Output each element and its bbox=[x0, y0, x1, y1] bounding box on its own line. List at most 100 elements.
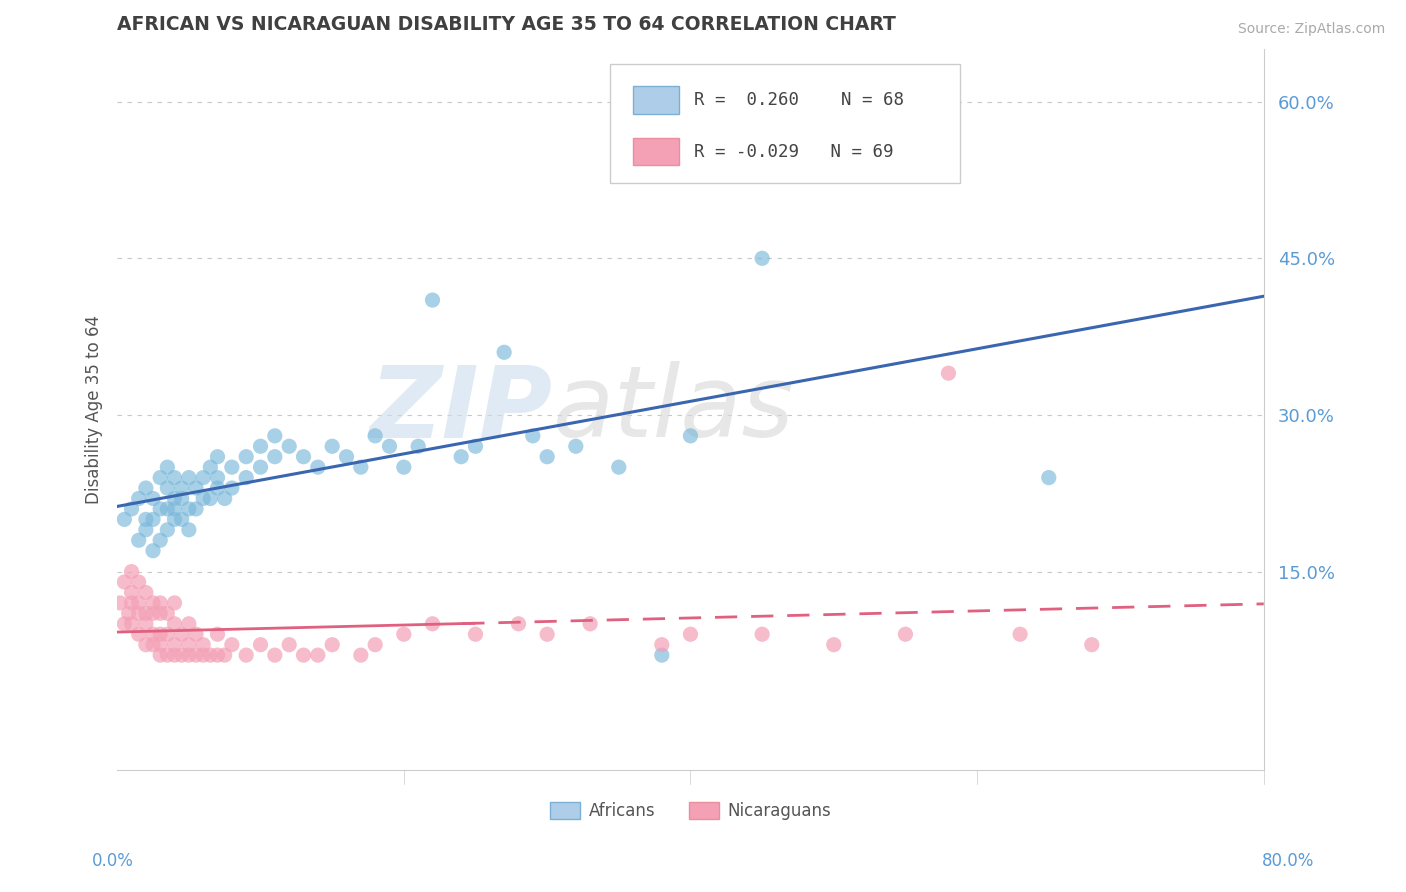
Point bbox=[121, 585, 143, 599]
Point bbox=[406, 439, 429, 453]
Point bbox=[494, 345, 516, 359]
Point bbox=[378, 439, 401, 453]
Point bbox=[142, 491, 165, 506]
Point bbox=[156, 502, 179, 516]
Point bbox=[464, 627, 486, 641]
Point bbox=[522, 429, 544, 443]
Point bbox=[170, 512, 193, 526]
Point bbox=[177, 502, 200, 516]
Point bbox=[177, 523, 200, 537]
Point bbox=[651, 648, 673, 662]
Point bbox=[149, 648, 172, 662]
Point bbox=[163, 502, 186, 516]
Point bbox=[128, 627, 150, 641]
Point bbox=[200, 460, 222, 475]
Text: atlas: atlas bbox=[553, 361, 794, 458]
Point bbox=[121, 502, 143, 516]
Point bbox=[128, 491, 150, 506]
Point bbox=[170, 491, 193, 506]
Point bbox=[128, 574, 150, 589]
Point bbox=[142, 512, 165, 526]
Point bbox=[221, 481, 243, 495]
Point bbox=[894, 627, 917, 641]
Point bbox=[1081, 638, 1104, 652]
Point bbox=[170, 648, 193, 662]
FancyBboxPatch shape bbox=[633, 138, 679, 165]
Point bbox=[679, 627, 702, 641]
Point bbox=[364, 638, 387, 652]
Point bbox=[938, 168, 960, 182]
Text: Source: ZipAtlas.com: Source: ZipAtlas.com bbox=[1237, 22, 1385, 37]
Point bbox=[1038, 470, 1060, 484]
Text: 80.0%: 80.0% bbox=[1263, 852, 1315, 870]
Point bbox=[307, 648, 329, 662]
Point bbox=[163, 638, 186, 652]
Point bbox=[142, 596, 165, 610]
Point bbox=[184, 648, 207, 662]
Point bbox=[221, 460, 243, 475]
Point bbox=[135, 607, 157, 621]
Point bbox=[938, 366, 960, 380]
Point bbox=[193, 491, 215, 506]
Point bbox=[128, 607, 150, 621]
Point bbox=[235, 648, 257, 662]
Point bbox=[156, 523, 179, 537]
Point bbox=[149, 607, 172, 621]
Y-axis label: Disability Age 35 to 64: Disability Age 35 to 64 bbox=[86, 315, 103, 504]
Point bbox=[193, 648, 215, 662]
Text: R = -0.029   N = 69: R = -0.029 N = 69 bbox=[695, 143, 893, 161]
Legend: Africans, Nicaraguans: Africans, Nicaraguans bbox=[544, 795, 838, 827]
Point bbox=[163, 616, 186, 631]
Point bbox=[135, 512, 157, 526]
Point bbox=[565, 439, 588, 453]
Point bbox=[135, 585, 157, 599]
Point bbox=[235, 450, 257, 464]
Point bbox=[536, 450, 558, 464]
Point bbox=[200, 491, 222, 506]
Point bbox=[321, 439, 343, 453]
Point bbox=[651, 638, 673, 652]
Point bbox=[321, 638, 343, 652]
Point bbox=[149, 627, 172, 641]
Point bbox=[751, 252, 773, 266]
Point bbox=[364, 429, 387, 443]
Point bbox=[177, 616, 200, 631]
Point bbox=[392, 627, 415, 641]
Point bbox=[177, 470, 200, 484]
Text: AFRICAN VS NICARAGUAN DISABILITY AGE 35 TO 64 CORRELATION CHART: AFRICAN VS NICARAGUAN DISABILITY AGE 35 … bbox=[117, 15, 896, 34]
Point bbox=[278, 439, 301, 453]
Point bbox=[292, 648, 315, 662]
Point bbox=[163, 648, 186, 662]
Point bbox=[207, 648, 229, 662]
Point bbox=[149, 533, 172, 548]
Point bbox=[536, 627, 558, 641]
Point bbox=[142, 638, 165, 652]
Point bbox=[156, 627, 179, 641]
Point bbox=[221, 638, 243, 652]
Point bbox=[184, 481, 207, 495]
Point bbox=[307, 460, 329, 475]
Point bbox=[200, 648, 222, 662]
Point bbox=[422, 293, 444, 307]
Point bbox=[121, 565, 143, 579]
Point bbox=[422, 616, 444, 631]
Point bbox=[112, 512, 135, 526]
Point bbox=[170, 627, 193, 641]
Point bbox=[135, 638, 157, 652]
Point bbox=[184, 502, 207, 516]
Point bbox=[249, 638, 271, 652]
Point bbox=[1010, 627, 1032, 641]
Point bbox=[751, 627, 773, 641]
Point bbox=[392, 460, 415, 475]
Point bbox=[249, 460, 271, 475]
Point bbox=[177, 648, 200, 662]
Point bbox=[249, 439, 271, 453]
Point bbox=[112, 574, 135, 589]
Point bbox=[214, 491, 236, 506]
Point bbox=[207, 470, 229, 484]
Point bbox=[464, 439, 486, 453]
Point bbox=[207, 627, 229, 641]
Point bbox=[193, 470, 215, 484]
Point bbox=[607, 460, 630, 475]
Point bbox=[149, 502, 172, 516]
